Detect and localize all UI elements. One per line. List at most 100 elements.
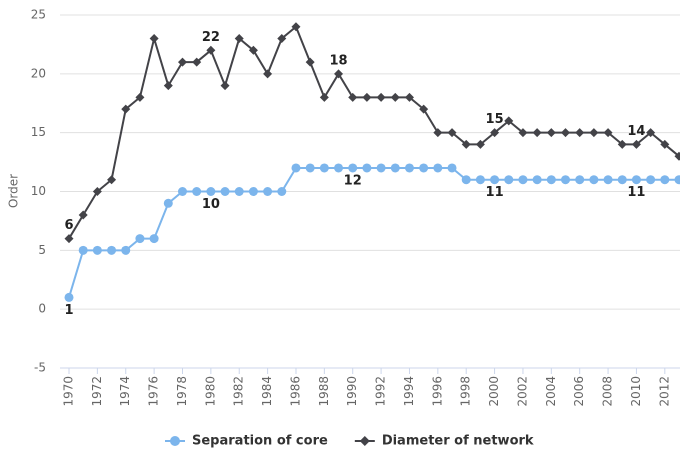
point: [490, 175, 500, 185]
y-tick-label: 5: [38, 243, 46, 257]
x-tick-label: 1996: [430, 376, 444, 407]
point: [234, 187, 244, 196]
legend-marker: [359, 436, 370, 446]
y-tick-label: 15: [31, 125, 46, 139]
point: [575, 175, 585, 185]
legend-item: Separation of core: [165, 434, 328, 449]
y-tick-label: 10: [31, 184, 46, 198]
series-line: [68, 166, 679, 298]
x-tick-label: 2012: [657, 376, 671, 407]
point: [475, 175, 485, 185]
point: [390, 92, 400, 102]
point: [277, 34, 287, 44]
point: [376, 92, 386, 102]
x-tick-label: 2000: [487, 376, 501, 407]
x-tick-label: 1994: [402, 376, 416, 407]
point: [376, 163, 386, 173]
point: [631, 175, 641, 185]
point: [518, 128, 528, 138]
legend-label: Separation of core: [192, 434, 328, 449]
point: [206, 187, 216, 196]
point: [461, 139, 471, 149]
point: [291, 163, 301, 173]
point: [674, 175, 680, 185]
point: [135, 234, 145, 244]
data-label: 10: [202, 197, 220, 212]
data-label: 11: [486, 185, 504, 200]
point: [277, 187, 287, 196]
point: [248, 187, 258, 196]
legend-label: Diameter of network: [382, 434, 534, 449]
point: [149, 34, 159, 44]
point: [631, 139, 641, 149]
point: [163, 198, 173, 208]
point: [135, 92, 145, 102]
data-label: 15: [486, 112, 504, 127]
point: [121, 104, 131, 114]
point: [674, 151, 680, 161]
point: [461, 175, 471, 185]
x-tick-label: 1986: [288, 376, 302, 407]
x-tick-label: 1970: [62, 376, 76, 407]
point: [518, 175, 528, 185]
point: [433, 128, 443, 138]
y-tick-label: 25: [31, 8, 46, 22]
data-label: 12: [344, 173, 362, 188]
x-tick-label: 1990: [345, 376, 359, 407]
data-label: 1: [64, 303, 73, 318]
x-tick-label: 1974: [118, 376, 132, 407]
point: [263, 69, 273, 79]
point: [121, 245, 131, 255]
point: [490, 128, 500, 138]
point: [561, 128, 571, 138]
point: [362, 92, 372, 102]
point: [291, 22, 301, 32]
point: [447, 128, 457, 138]
x-tick-label: 1982: [232, 376, 246, 407]
point: [433, 163, 443, 173]
point: [546, 175, 556, 185]
point: [305, 163, 315, 173]
point: [78, 245, 88, 255]
point: [92, 245, 102, 255]
point: [546, 128, 556, 138]
point: [617, 175, 627, 185]
point: [107, 175, 117, 185]
point: [78, 210, 88, 220]
data-label: 6: [64, 218, 73, 233]
point: [603, 175, 613, 185]
point: [334, 163, 344, 173]
point: [561, 175, 571, 185]
point: [234, 34, 244, 44]
point: [220, 187, 230, 196]
data-label: 22: [202, 30, 220, 45]
x-tick-label: 1976: [147, 376, 161, 407]
x-tick-label: 2008: [601, 376, 615, 407]
legend-marker: [170, 436, 180, 446]
point: [390, 163, 400, 173]
data-label: 14: [627, 124, 645, 139]
x-tick-label: 2010: [629, 376, 643, 407]
x-tick-label: 1988: [317, 376, 331, 407]
point: [660, 139, 670, 149]
point: [319, 92, 329, 102]
point: [220, 81, 230, 91]
x-tick-label: 2006: [572, 376, 586, 407]
y-tick-label: 0: [38, 302, 46, 316]
x-tick-label: 1972: [90, 376, 104, 407]
point: [617, 139, 627, 149]
point: [206, 45, 216, 55]
data-label: 18: [329, 53, 347, 68]
x-tick-label: 1998: [459, 376, 473, 407]
y-tick-label: 20: [31, 66, 46, 80]
y-tick-label: -5: [34, 361, 46, 375]
x-tick-label: 1984: [260, 376, 274, 407]
point: [603, 128, 613, 138]
point: [319, 163, 329, 173]
point: [575, 128, 585, 138]
x-tick-label: 1978: [175, 376, 189, 407]
point: [589, 175, 599, 185]
point: [64, 292, 74, 302]
x-tick-label: 2004: [544, 376, 558, 407]
